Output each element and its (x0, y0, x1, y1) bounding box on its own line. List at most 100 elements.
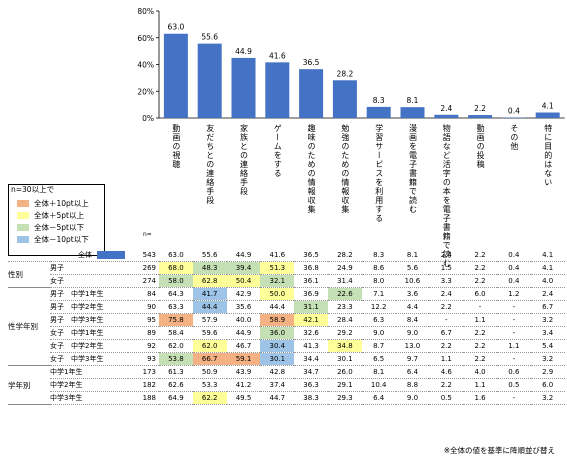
value-cell: 36.0 (260, 326, 295, 340)
legend: n=30以上で 全体＋10pt以上 全体＋5pt以上 全体－5pt以下 全体－1… (8, 184, 105, 256)
value-cell: 34.7 (294, 365, 328, 379)
value-cell: 0.4 (496, 249, 531, 262)
bar-value-label: 2.2 (474, 104, 486, 113)
value-cell: 7.1 (361, 287, 396, 301)
y-tick-label: 40% (137, 61, 154, 70)
value-cell: 0.5 (429, 391, 464, 405)
value-cell: 2.9 (530, 365, 565, 379)
row-label: 女子 中学1年生 (50, 326, 128, 340)
value-cell: 4.6 (429, 365, 464, 379)
legend-swatch (17, 212, 29, 219)
bar-value-label: 63.0 (168, 23, 185, 32)
value-cell: 4.4 (395, 300, 430, 314)
value-cell: 2.4 (530, 287, 565, 301)
value-cell: 43.9 (226, 365, 261, 379)
value-cell: 35.6 (226, 300, 261, 314)
value-cell: 2.2 (463, 249, 497, 262)
value-cell: 46.7 (226, 339, 261, 353)
value-cell: 2.2 (463, 326, 497, 340)
value-cell: 64.3 (159, 287, 193, 301)
table-row: 中学3年生 188 64.9 62.2 49.5 44.7 38.3 29.3 6.4 9.0 0.… (8, 391, 565, 405)
bar-value-label: 41.6 (269, 51, 286, 60)
table-row: 女子 274 58.0 62.8 50.4 32.1 36.1 31.4 8.0 10.6 3.3 2… (8, 274, 565, 288)
value-cell: 13.0 (395, 339, 430, 353)
legend-swatch (17, 200, 29, 207)
value-cell: - (496, 352, 531, 366)
value-cell: - (463, 300, 497, 314)
category-label: 学習サービスを利用する (374, 124, 384, 223)
row-label: 女子 中学3年生 (50, 352, 128, 366)
value-cell: 48.3 (192, 261, 227, 275)
table-row: 男子 中学2年生 90 63.3 44.4 35.6 44.4 31.1 23.3 12.2 4.… (8, 300, 565, 314)
value-cell: 31.1 (294, 300, 328, 314)
value-cell: 4.0 (530, 274, 565, 288)
value-cell: 38.3 (294, 391, 328, 405)
table-row: 性学年別 男子 中学1年生 84 64.3 41.7 42.9 50.0 36.9 22.6 7.… (8, 287, 565, 366)
value-cell: 1.1 (463, 378, 497, 392)
bar (366, 106, 391, 118)
legend-label: 全体－10pt以下 (34, 235, 89, 244)
value-cell: - (496, 313, 531, 327)
value-cell: 8.0 (361, 274, 396, 288)
value-cell: 2.2 (463, 261, 497, 275)
value-cell: 75.8 (159, 313, 193, 327)
value-cell: 68.0 (159, 261, 193, 275)
value-cell: 1.6 (463, 391, 497, 405)
bar-value-label: 55.6 (201, 33, 218, 42)
row-label: 男子 中学3年生 (50, 313, 128, 327)
row-label: 中学3年生 (50, 391, 128, 405)
value-cell: 29.3 (327, 391, 362, 405)
legend-swatch (17, 236, 29, 243)
legend-label: 全体－5pt以下 (34, 223, 84, 232)
value-cell: 39.4 (226, 261, 261, 275)
value-cell: 0.6 (496, 365, 531, 379)
value-cell: 9.0 (395, 326, 430, 340)
row-label: 全体 (50, 249, 128, 262)
value-cell: 6.7 (429, 326, 464, 340)
row-n: 274 (128, 274, 159, 288)
value-cell: 50.9 (192, 365, 227, 379)
value-cell: 55.6 (192, 249, 227, 262)
value-cell: 58.4 (159, 326, 193, 340)
value-cell: 36.9 (294, 287, 328, 301)
value-cell: 30.1 (327, 352, 362, 366)
value-cell: 0.4 (496, 261, 531, 275)
value-cell: 29.1 (327, 378, 362, 392)
bar-value-label: 36.5 (303, 58, 320, 67)
legend-label: 全体＋10pt以上 (34, 199, 89, 208)
value-cell: 12.2 (361, 300, 396, 314)
row-n: 182 (128, 378, 159, 392)
value-cell: 50.4 (226, 274, 261, 288)
value-cell: 62.8 (192, 274, 227, 288)
row-label: 男子 中学1年生 (50, 287, 128, 301)
bar (501, 117, 526, 118)
value-cell: 59.1 (226, 352, 261, 366)
value-cell: 30.4 (260, 339, 295, 353)
row-n: 93 (128, 352, 159, 366)
value-cell: 8.4 (395, 313, 430, 327)
bar (265, 62, 290, 118)
value-cell: 4.0 (463, 365, 497, 379)
value-cell: 5.4 (530, 339, 565, 353)
value-cell: - (429, 313, 464, 327)
value-cell: 63.3 (159, 300, 193, 314)
value-cell: 3.6 (395, 287, 430, 301)
row-n: 92 (128, 339, 159, 353)
value-cell: 6.7 (530, 300, 565, 314)
bar-chart: 0% 20% 40% 60% 80% 63.0 55.6 44.9 41.6 36.5 28.2 8… (137, 7, 565, 123)
value-cell: 9.0 (361, 326, 396, 340)
category-label: 勉強のための情報収集 (340, 124, 350, 214)
legend-title: n=30以上で (11, 185, 55, 194)
y-tick-label: 20% (137, 87, 154, 96)
bar (197, 43, 222, 119)
y-axis: 0% 20% 40% 60% 80% (137, 7, 565, 123)
value-cell: 36.8 (294, 261, 328, 275)
table-row-total: 全体 543 63.0 55.6 44.9 41.6 36.5 28.2 8.3 8.1 2.4 2.… (8, 249, 565, 262)
value-cell: 40.0 (226, 313, 261, 327)
value-cell: 62.0 (192, 339, 227, 353)
category-label: 友だちとの連絡手段 (205, 124, 215, 205)
value-cell: 1.5 (429, 261, 464, 275)
value-cell: 6.0 (463, 287, 497, 301)
table-row: 女子 中学3年生 93 53.8 66.7 59.1 30.1 34.4 30.1 6.5 9.7… (8, 352, 565, 366)
category-label: 漫画を電子書籍で読む (408, 124, 418, 214)
